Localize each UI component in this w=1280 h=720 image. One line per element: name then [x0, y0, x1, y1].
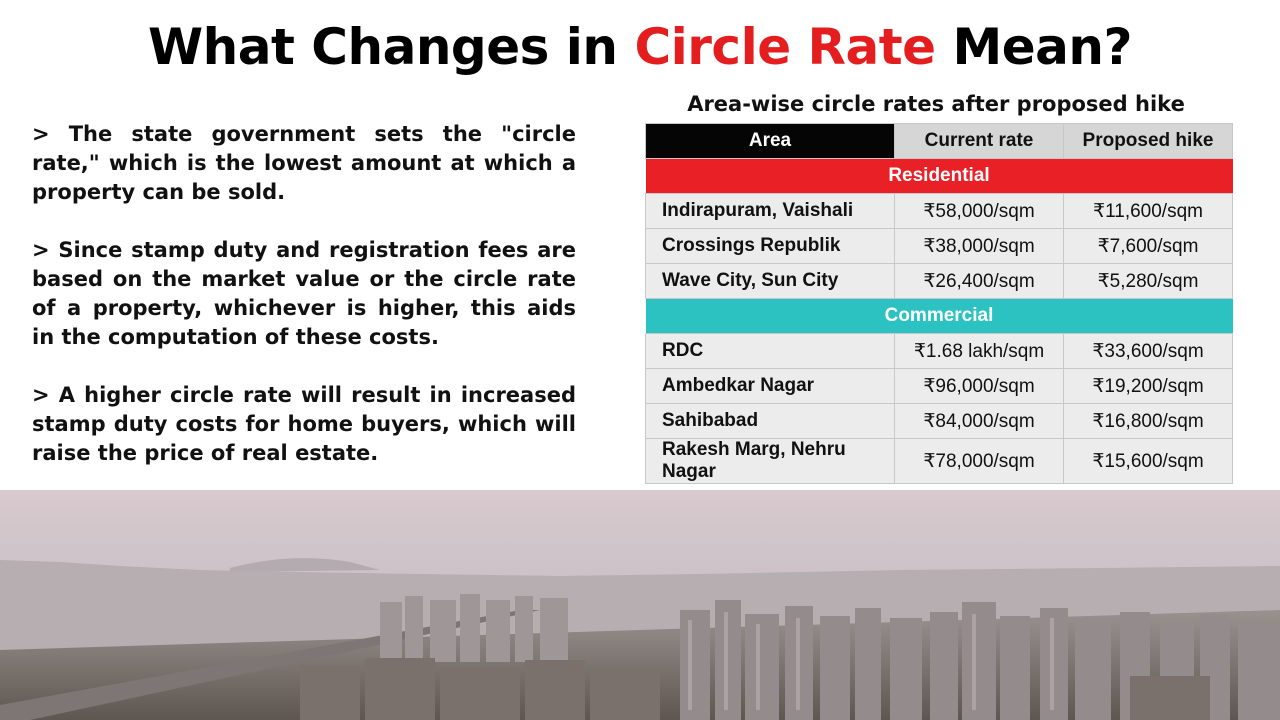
- point-2: > Since stamp duty and registration fees…: [32, 238, 576, 349]
- title-part-1: What Changes in: [148, 18, 635, 76]
- table-row: Sahibabad ₹84,000/sqm ₹16,800/sqm: [645, 403, 1233, 439]
- skyline-illustration: [0, 490, 1280, 720]
- table-row: Rakesh Marg, Nehru Nagar ₹78,000/sqm ₹15…: [645, 438, 1233, 484]
- header-area: Area: [645, 123, 895, 159]
- city-skyline-photo: [0, 490, 1280, 720]
- section-label-commercial: Commercial: [645, 298, 1233, 334]
- proposed-hike-cell: ₹16,800/sqm: [1063, 403, 1233, 439]
- table-row: RDC ₹1.68 lakh/sqm ₹33,600/sqm: [645, 333, 1233, 369]
- explanation-text: > The state government sets the "circle …: [32, 120, 576, 468]
- area-cell: Indirapuram, Vaishali: [645, 193, 895, 229]
- table-header-row: Area Current rate Proposed hike: [645, 123, 1233, 159]
- current-rate-cell: ₹84,000/sqm: [894, 403, 1064, 439]
- section-commercial: Commercial: [645, 298, 1233, 334]
- current-rate-cell: ₹26,400/sqm: [894, 263, 1064, 299]
- title-highlight: Circle Rate: [634, 18, 936, 76]
- table-row: Ambedkar Nagar ₹96,000/sqm ₹19,200/sqm: [645, 368, 1233, 404]
- page-title: What Changes in Circle Rate Mean?: [0, 14, 1280, 80]
- table-row: Crossings Republik ₹38,000/sqm ₹7,600/sq…: [645, 228, 1233, 264]
- current-rate-cell: ₹78,000/sqm: [894, 438, 1064, 484]
- table-row: Indirapuram, Vaishali ₹58,000/sqm ₹11,60…: [645, 193, 1233, 229]
- proposed-hike-cell: ₹19,200/sqm: [1063, 368, 1233, 404]
- proposed-hike-cell: ₹7,600/sqm: [1063, 228, 1233, 264]
- proposed-hike-cell: ₹11,600/sqm: [1063, 193, 1233, 229]
- area-cell: Crossings Republik: [645, 228, 895, 264]
- section-residential: Residential: [645, 158, 1233, 194]
- proposed-hike-cell: ₹15,600/sqm: [1063, 438, 1233, 484]
- area-cell: Ambedkar Nagar: [645, 368, 895, 404]
- table-caption: Area-wise circle rates after proposed hi…: [687, 92, 1185, 116]
- current-rate-cell: ₹58,000/sqm: [894, 193, 1064, 229]
- table-row: Wave City, Sun City ₹26,400/sqm ₹5,280/s…: [645, 263, 1233, 299]
- area-cell: RDC: [645, 333, 895, 369]
- area-cell: Wave City, Sun City: [645, 263, 895, 299]
- title-part-2: Mean?: [935, 18, 1132, 76]
- section-label-residential: Residential: [645, 158, 1233, 194]
- current-rate-cell: ₹1.68 lakh/sqm: [894, 333, 1064, 369]
- point-1: > The state government sets the "circle …: [32, 122, 576, 204]
- area-cell: Sahibabad: [645, 403, 895, 439]
- circle-rate-table: Area Current rate Proposed hike Resident…: [645, 123, 1233, 484]
- proposed-hike-cell: ₹5,280/sqm: [1063, 263, 1233, 299]
- current-rate-cell: ₹96,000/sqm: [894, 368, 1064, 404]
- current-rate-cell: ₹38,000/sqm: [894, 228, 1064, 264]
- area-cell: Rakesh Marg, Nehru Nagar: [645, 438, 895, 484]
- header-current-rate: Current rate: [894, 123, 1064, 159]
- proposed-hike-cell: ₹33,600/sqm: [1063, 333, 1233, 369]
- header-proposed-hike: Proposed hike: [1063, 123, 1233, 159]
- point-3: > A higher circle rate will result in in…: [32, 383, 576, 465]
